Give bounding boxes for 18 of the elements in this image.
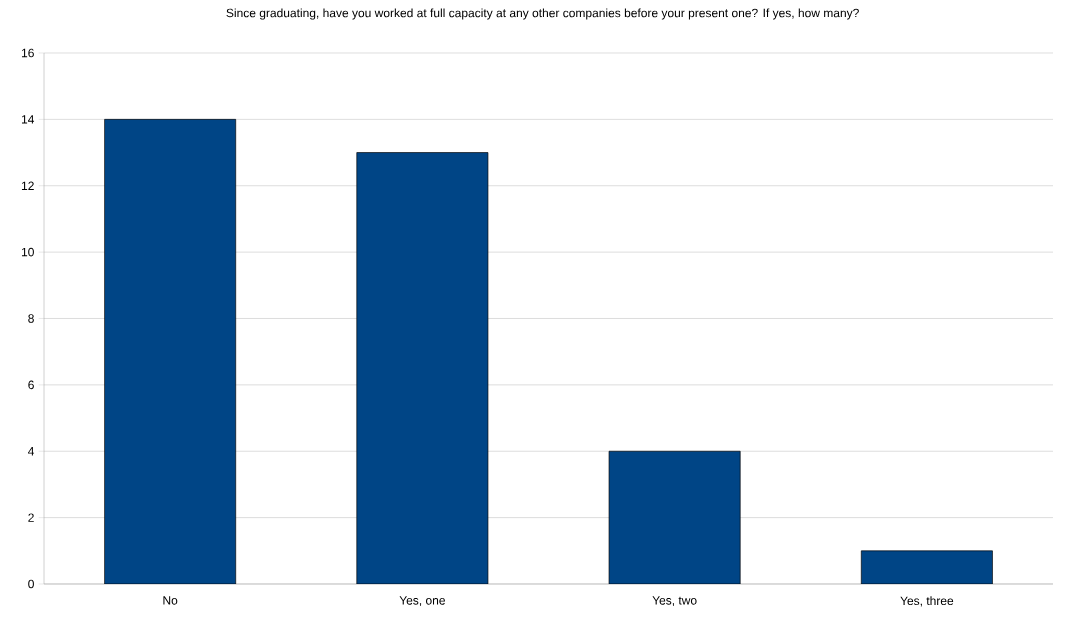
x-tick-label: No [163, 596, 178, 605]
bar [860, 550, 993, 584]
y-tick-label: 10 [21, 247, 34, 257]
x-tick-label: Yes, three [900, 596, 954, 607]
x-tick-label: Yes, one [399, 596, 445, 607]
y-tick-label: 12 [21, 181, 34, 190]
y-tick-label: 0 [28, 579, 34, 589]
y-tick-label: 14 [21, 115, 35, 124]
chart-title: Since graduating, have you worked at full capacity at any other companies before your present one? If yes, how many? [226, 8, 859, 20]
y-tick-label: 8 [28, 314, 34, 323]
y-tick-label: 6 [28, 380, 34, 390]
bar [104, 119, 237, 584]
bar [608, 450, 741, 584]
y-tick-label: 16 [21, 48, 34, 58]
y-tick-label: 2 [28, 513, 34, 522]
bar [356, 152, 489, 584]
y-tick-label: 4 [28, 447, 35, 456]
x-tick-label: Yes, two [652, 596, 697, 607]
